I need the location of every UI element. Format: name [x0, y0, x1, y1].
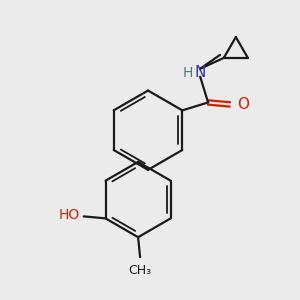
Text: CH₃: CH₃: [128, 264, 152, 277]
Text: H: H: [183, 66, 194, 80]
Text: O: O: [237, 97, 249, 112]
Text: N: N: [194, 65, 206, 80]
Text: HO: HO: [58, 208, 80, 222]
